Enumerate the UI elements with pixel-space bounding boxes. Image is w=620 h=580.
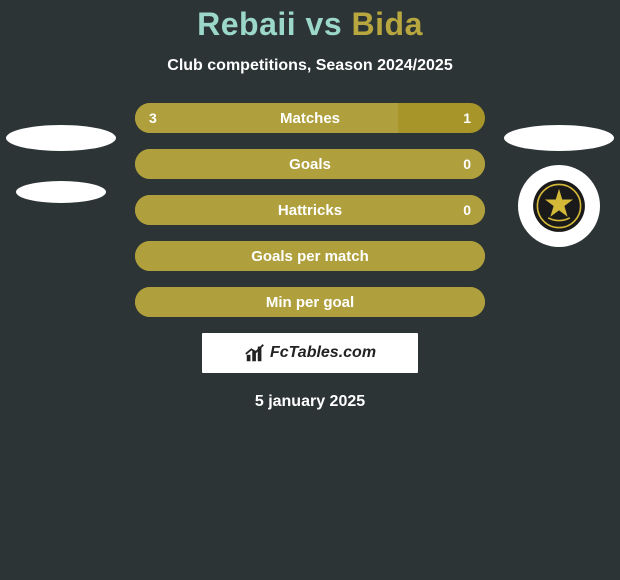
stat-row: Min per goal [135, 287, 485, 317]
chart-icon [244, 342, 266, 364]
stat-label: Min per goal [135, 287, 485, 317]
left-player-column [6, 103, 116, 203]
stat-row: Hattricks0 [135, 195, 485, 225]
club-crest-icon [532, 179, 586, 233]
date-label: 5 january 2025 [0, 393, 620, 411]
left-player-photo-placeholder [6, 125, 116, 151]
stat-label: Goals per match [135, 241, 485, 271]
right-player-column [504, 103, 614, 247]
stat-row: Goals0 [135, 149, 485, 179]
source-logo: FcTables.com [202, 333, 418, 373]
source-logo-text: FcTables.com [270, 344, 376, 362]
stat-label: Hattricks [135, 195, 485, 225]
stat-value-right: 1 [463, 103, 471, 133]
stat-label: Goals [135, 149, 485, 179]
comparison-card: Rebaii vs Bida Club competitions, Season… [0, 0, 620, 580]
left-club-badge-placeholder [16, 181, 106, 203]
title-vs: vs [306, 6, 343, 42]
content-area: Matches31Goals0Hattricks0Goals per match… [0, 103, 620, 411]
right-player-photo-placeholder [504, 125, 614, 151]
stat-value-right: 0 [463, 149, 471, 179]
stat-value-left: 3 [149, 103, 157, 133]
player-left-name: Rebaii [197, 6, 296, 42]
stats-bars: Matches31Goals0Hattricks0Goals per match… [135, 103, 485, 317]
page-title: Rebaii vs Bida [0, 0, 620, 43]
right-club-badge [518, 165, 600, 247]
stat-row: Matches3 1 [135, 103, 485, 133]
stat-label: Matches [135, 103, 485, 133]
stat-value-right: 0 [463, 195, 471, 225]
stat-row: Goals per match [135, 241, 485, 271]
subtitle: Club competitions, Season 2024/2025 [0, 57, 620, 75]
player-right-name: Bida [352, 6, 423, 42]
